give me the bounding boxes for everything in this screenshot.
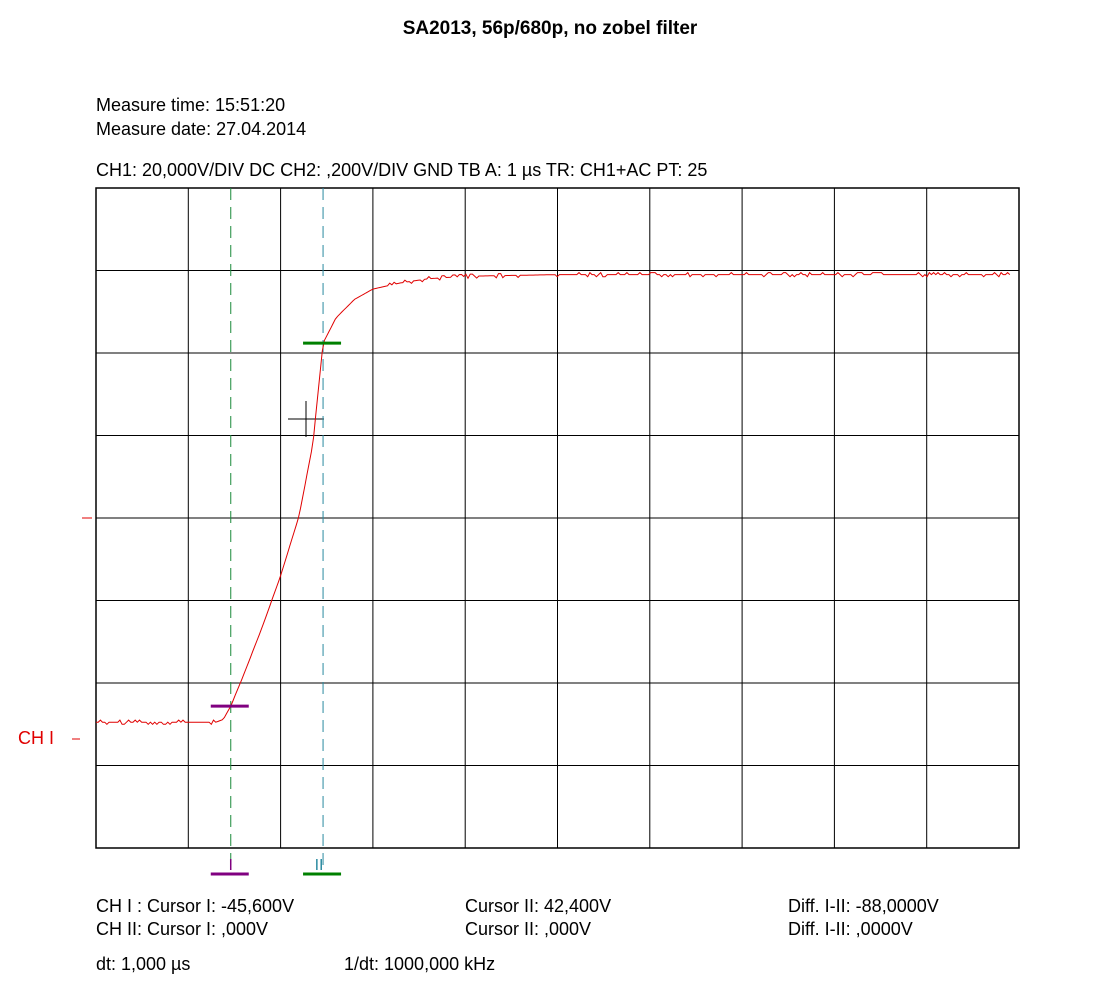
channel-marker-label: CH I bbox=[18, 728, 54, 748]
measure-date: Measure date: 27.04.2014 bbox=[96, 119, 307, 139]
ch2-cursor1-readout: CH II: Cursor I: ,000V bbox=[96, 919, 269, 939]
ch1-cursor1-readout: CH I : Cursor I: -45,600V bbox=[96, 896, 295, 916]
ch2-diff-readout: Diff. I-II: ,0000V bbox=[788, 919, 913, 939]
ch1-diff-readout: Diff. I-II: -88,0000V bbox=[788, 896, 939, 916]
ch1-cursor2-readout: Cursor II: 42,400V bbox=[465, 896, 612, 916]
ch2-cursor2-readout: Cursor II: ,000V bbox=[465, 919, 592, 939]
scope-settings: CH1: 20,000V/DIV DC CH2: ,200V/DIV GND T… bbox=[96, 160, 708, 180]
markers: I II bbox=[72, 341, 342, 876]
inverse-dt-readout: 1/dt: 1000,000 kHz bbox=[344, 954, 496, 974]
trace-layer bbox=[96, 271, 1011, 726]
signal-trace bbox=[96, 271, 1011, 726]
chart-title: SA2013, 56p/680p, no zobel filter bbox=[402, 18, 698, 39]
dt-readout: dt: 1,000 µs bbox=[96, 954, 191, 974]
grid bbox=[95, 187, 1020, 849]
measure-time: Measure time: 15:51:20 bbox=[96, 95, 286, 115]
cursor-II-tag: II bbox=[315, 857, 324, 874]
cursor-I-tag: I bbox=[229, 857, 233, 874]
